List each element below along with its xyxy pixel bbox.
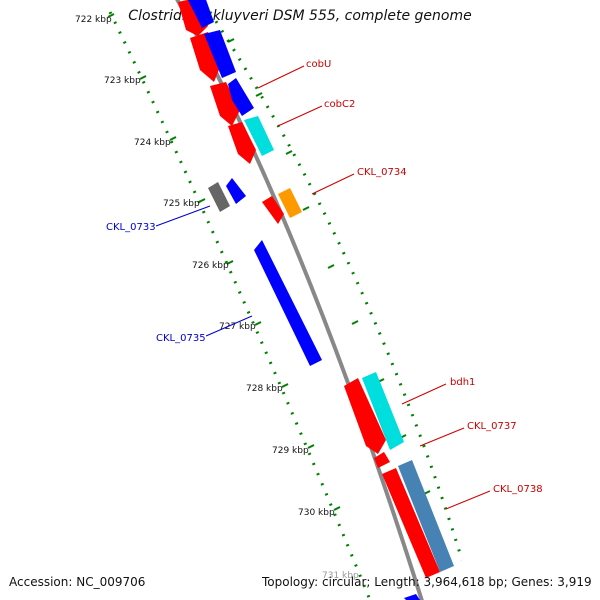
tick-label-726: 726 kbp [192,261,229,271]
gene-label-cobC2: cobC2 [324,99,355,110]
feature-blue-5 [254,240,322,366]
tick-marks [107,13,431,511]
map-title: Clostridium kluyveri DSM 555, complete g… [128,8,472,24]
gene-label-CKL_0733: CKL_0733 [106,222,156,233]
feature-blue-3 [228,78,254,116]
tick-label-728: 728 kbp [246,384,283,394]
feature-red-5 [262,196,284,224]
tick-label-723: 723 kbp [104,76,141,86]
feature-red-3 [210,82,240,126]
features [178,0,454,600]
gene-label-CKL_0735: CKL_0735 [156,333,206,344]
feature-red-2 [190,32,222,82]
tick-label-722: 722 kbp [75,15,112,25]
tick-label-730: 730 kbp [298,508,335,518]
tick-ring-inner [108,11,372,600]
feature-blue-2 [204,30,236,78]
feature-blue-4 [226,178,246,204]
genome-summary: Topology: circular; Length: 3,964,618 bp… [262,575,592,589]
tick-label-729: 729 kbp [272,446,309,456]
feature-cyan-2 [362,372,404,450]
tick-label-724: 724 kbp [134,138,171,148]
genome-backbone [175,0,424,600]
feature-cyan-1 [244,116,274,156]
feature-steel-1 [398,460,454,572]
tick-label-725: 725 kbp [163,199,200,209]
feature-gray-1 [208,182,230,212]
feature-red-6 [344,378,386,454]
gene-label-CKL_0734: CKL_0734 [357,167,407,178]
accession-text: Accession: NC_009706 [9,575,146,589]
gene-label-CKL_0738: CKL_0738 [493,484,543,495]
feature-blue-1 [188,0,214,28]
gene-label-CKL_0737: CKL_0737 [467,421,517,432]
feature-red-7 [374,452,390,468]
feature-blue-6 [404,594,420,600]
feature-orange-1 [278,188,302,218]
gene-label-cobU: cobU [306,59,331,70]
tick-label-727: 727 kbp [219,322,256,332]
gene-label-bdh1: bdh1 [450,377,475,388]
feature-red-8 [382,468,440,578]
feature-red-4 [228,122,256,164]
leader-lines [155,65,491,510]
tick-label-731: 731 kbp [322,571,359,581]
tick-ring-outer [208,11,464,561]
